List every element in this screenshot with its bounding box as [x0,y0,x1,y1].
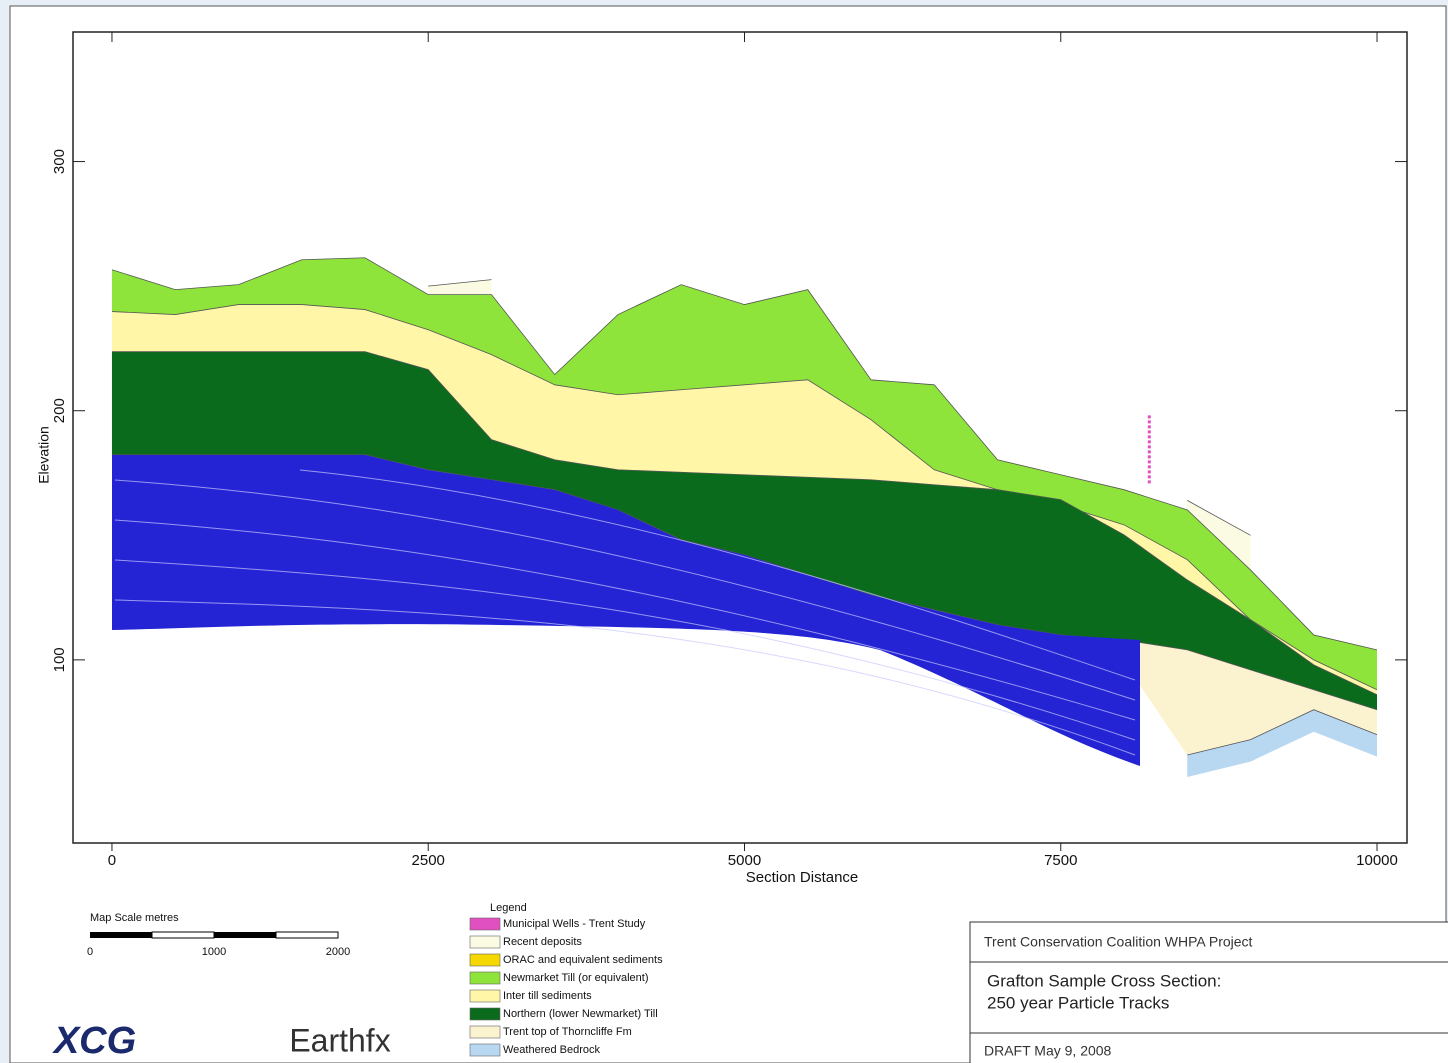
scale-segment [214,932,276,938]
layer-top [1187,709,1378,756]
legend-label: Northern (lower Newmarket) Till [503,1008,658,1020]
scale-bar [90,931,339,939]
x-tick-label: 10000 [1356,852,1398,869]
drawing-subtitle: 250 year Particle Tracks [987,993,1169,1012]
legend-swatch [469,953,501,967]
track [299,469,1136,681]
y-tick-label: 300 [51,149,68,174]
layer [1187,709,1378,778]
x-tick-label: 7500 [1044,852,1077,869]
legend-swatch [469,1025,501,1039]
layer-top [111,351,1378,696]
layer [1187,500,1251,570]
legend-label: Trent top of Thorncliffe Fm [503,1026,632,1038]
logo-earthfx: Earthfx [289,1022,390,1058]
legend-swatch [469,935,501,949]
y-tick-label: 200 [51,398,68,423]
scale-segment [151,931,215,939]
drawing-title: Grafton Sample Cross Section: [987,971,1221,990]
layer [111,257,1378,690]
particle-tracks [112,455,1140,766]
layer [111,351,1378,710]
legend: Municipal Wells - Trent Study Recent depo… [469,917,663,1057]
legend-label: Newmarket Till (or equivalent) [503,972,649,984]
track [114,479,1136,701]
x-tick-label: 5000 [728,852,761,869]
scale-label: 0 [87,946,93,958]
y-axis-label: Elevation [36,426,52,484]
track-streaks [114,469,1136,756]
legend-swatch [469,971,501,985]
legend-label: Municipal Wells - Trent Study [503,918,646,930]
scale-label: 2000 [326,946,350,958]
layer [111,304,1378,695]
y-tick-label: 100 [51,647,68,672]
draft-date: DRAFT May 9, 2008 [984,1043,1112,1059]
axes: 0 2500 5000 7500 10000 100 200 300 [51,32,1407,869]
title-block [969,921,1448,1063]
layer-top [111,257,1378,651]
layers [111,257,1378,778]
scale-segment [275,931,339,939]
legend-label: Recent deposits [503,936,582,948]
layer [111,454,1378,756]
legend-swatch [469,1007,501,1021]
title-box [969,921,1448,1063]
legend-label: ORAC and equivalent sediments [503,954,663,966]
scale-label: 1000 [202,946,226,958]
x-tick-label: 2500 [412,852,445,869]
legend-swatch [469,989,501,1003]
layer-top [428,279,492,287]
legend-label: Weathered Bedrock [503,1044,601,1056]
legend-swatch [469,917,501,931]
layer-top [111,454,1378,711]
layer [428,279,492,295]
legend-title: Legend [490,902,527,914]
track [114,599,1136,756]
layer-top [1187,500,1251,536]
x-axis-label: Section Distance [746,869,859,886]
layer-top [111,304,1378,691]
scale-segment [90,932,152,938]
track [114,559,1136,741]
track [114,519,1136,721]
x-tick-label: 0 [108,852,116,869]
scale-title: Map Scale metres [90,912,179,924]
legend-label: Inter till sediments [503,990,592,1002]
logo-xcg: XCG [52,1020,136,1062]
legend-swatch [469,1043,501,1057]
project-name: Trent Conservation Coalition WHPA Projec… [984,934,1253,950]
